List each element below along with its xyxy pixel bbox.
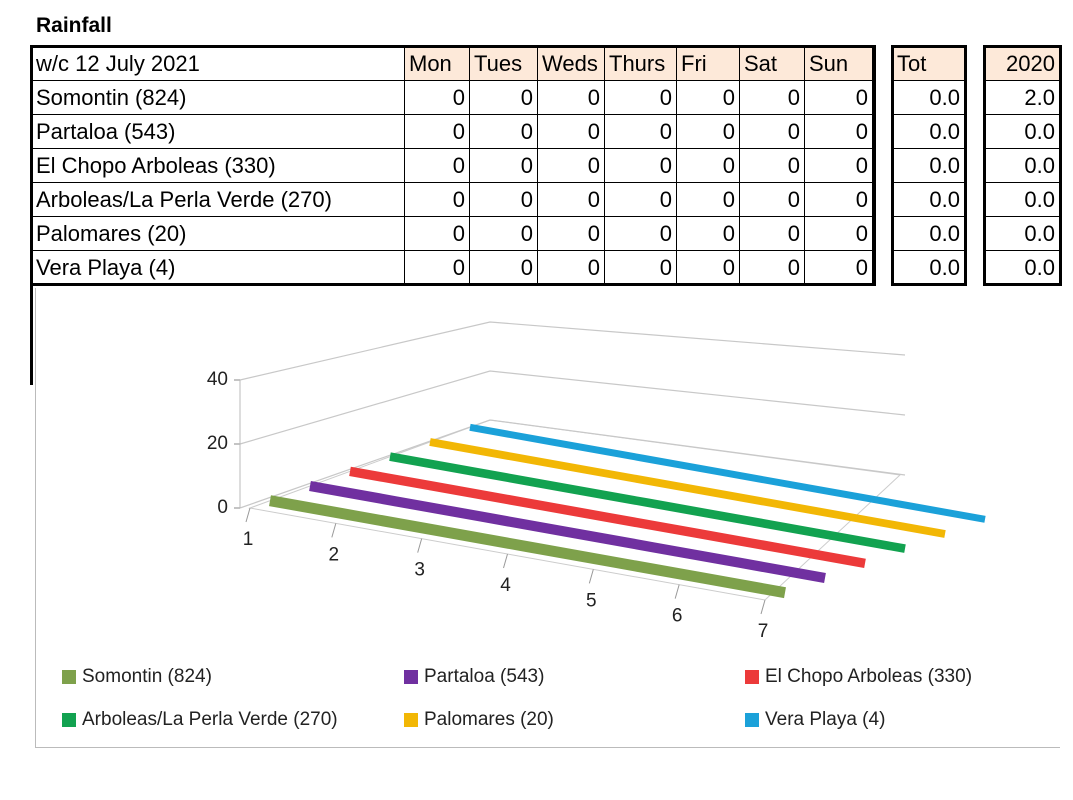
header-cell: Tues: [470, 47, 538, 81]
grid-line: [239, 419, 906, 509]
table-cell: 2.0: [985, 81, 1060, 115]
legend-label: El Chopo Arboleas (330): [765, 666, 972, 687]
table-cell: 0: [740, 81, 805, 115]
table-cell: 0: [405, 115, 470, 149]
legend-label: Vera Playa (4): [765, 709, 885, 730]
table-cell: 0: [677, 149, 740, 183]
x-tick-label: 7: [758, 621, 769, 642]
table-cell: 0: [677, 217, 740, 251]
legend-label: Palomares (20): [424, 709, 554, 730]
table-cell: 0.0: [985, 115, 1060, 149]
y-tick-label: 0: [217, 497, 228, 518]
legend-swatch: [62, 670, 76, 684]
table-cell: 0: [470, 149, 538, 183]
table-cell: 0: [538, 217, 605, 251]
legend-swatch: [404, 670, 418, 684]
legend-swatch: [62, 713, 76, 727]
table-cell: 0: [677, 183, 740, 217]
table-cell: 0: [405, 81, 470, 115]
table-cell: 0: [805, 183, 873, 217]
header-cell: Mon: [405, 47, 470, 81]
x-tick-label: 5: [586, 590, 597, 611]
table-cell: El Chopo Arboleas (330): [32, 149, 405, 183]
grid-line: [239, 321, 906, 381]
series-ribbon: [429, 438, 946, 538]
series-ribbon: [349, 466, 866, 568]
header-cell: Sat: [740, 47, 805, 81]
x-tick-label: 2: [329, 544, 340, 565]
x-tick-label: 4: [500, 575, 511, 596]
table-cell: 0: [605, 81, 677, 115]
legend-swatch: [745, 670, 759, 684]
header-cell: Thurs: [605, 47, 677, 81]
table-cell: 0: [805, 81, 873, 115]
header-cell: Tot: [893, 47, 965, 81]
table-cell: 0: [470, 115, 538, 149]
table-cell: 0: [405, 149, 470, 183]
table-cell: 0.0: [893, 183, 965, 217]
table-cell: 0: [470, 183, 538, 217]
x-tick: [760, 599, 766, 615]
table-cell: 0: [805, 115, 873, 149]
series-ribbon: [309, 480, 826, 584]
table-cell: 0: [538, 149, 605, 183]
x-tick: [674, 584, 680, 599]
table-cell: 0: [740, 149, 805, 183]
table-cell: 0.0: [893, 217, 965, 251]
table-cell: 0: [405, 183, 470, 217]
table-cell: 0: [470, 217, 538, 251]
legend-label: Arboleas/La Perla Verde (270): [82, 709, 338, 730]
series-ribbon: [389, 452, 906, 553]
x-tick: [245, 507, 251, 523]
table-cell: 0.0: [893, 81, 965, 115]
table-cell: Somontin (824): [32, 81, 405, 115]
header-cell: Weds: [538, 47, 605, 81]
legend-swatch: [745, 713, 759, 727]
header-cell: Fri: [677, 47, 740, 81]
table-cell: 0: [605, 149, 677, 183]
table-cell: 0: [605, 217, 677, 251]
legend-label: Partaloa (543): [424, 666, 544, 687]
series-ribbon: [269, 495, 786, 599]
x-tick: [417, 538, 423, 553]
y-tick-label: 20: [207, 433, 228, 454]
table-cell: Arboleas/La Perla Verde (270): [32, 183, 405, 217]
table-cell: 0: [740, 183, 805, 217]
header-cell: w/c 12 July 2021: [32, 47, 405, 81]
x-tick: [588, 569, 594, 584]
table-cell: 0: [677, 81, 740, 115]
series-ribbon: [469, 423, 986, 523]
table-cell: 0: [538, 81, 605, 115]
table-cell: 0: [605, 183, 677, 217]
table-cell: 0: [405, 217, 470, 251]
x-tick: [331, 523, 337, 538]
legend-label: Somontin (824): [82, 666, 212, 687]
table-cell: 0: [677, 115, 740, 149]
x-tick-label: 3: [414, 560, 425, 581]
table-cell: 0: [805, 217, 873, 251]
table-cell: 0: [740, 217, 805, 251]
chart-area: [35, 288, 1060, 748]
table-cell: Palomares (20): [32, 217, 405, 251]
table-cell: Partaloa (543): [32, 115, 405, 149]
table-cell: 0: [470, 81, 538, 115]
table-cell: 0: [538, 183, 605, 217]
table-cell: 0: [538, 115, 605, 149]
table-cell: 0: [605, 115, 677, 149]
grid-line: [239, 370, 906, 445]
header-cell: Sun: [805, 47, 873, 81]
y-tick-label: 40: [207, 369, 228, 390]
x-tick: [503, 553, 508, 569]
table-cell: 0: [740, 115, 805, 149]
sheet-title: Rainfall: [36, 14, 112, 37]
header-cell: 2020: [985, 47, 1060, 81]
legend-swatch: [404, 713, 418, 727]
table-cell: 0: [805, 149, 873, 183]
x-tick-label: 1: [243, 529, 254, 550]
x-tick-label: 6: [672, 606, 683, 627]
